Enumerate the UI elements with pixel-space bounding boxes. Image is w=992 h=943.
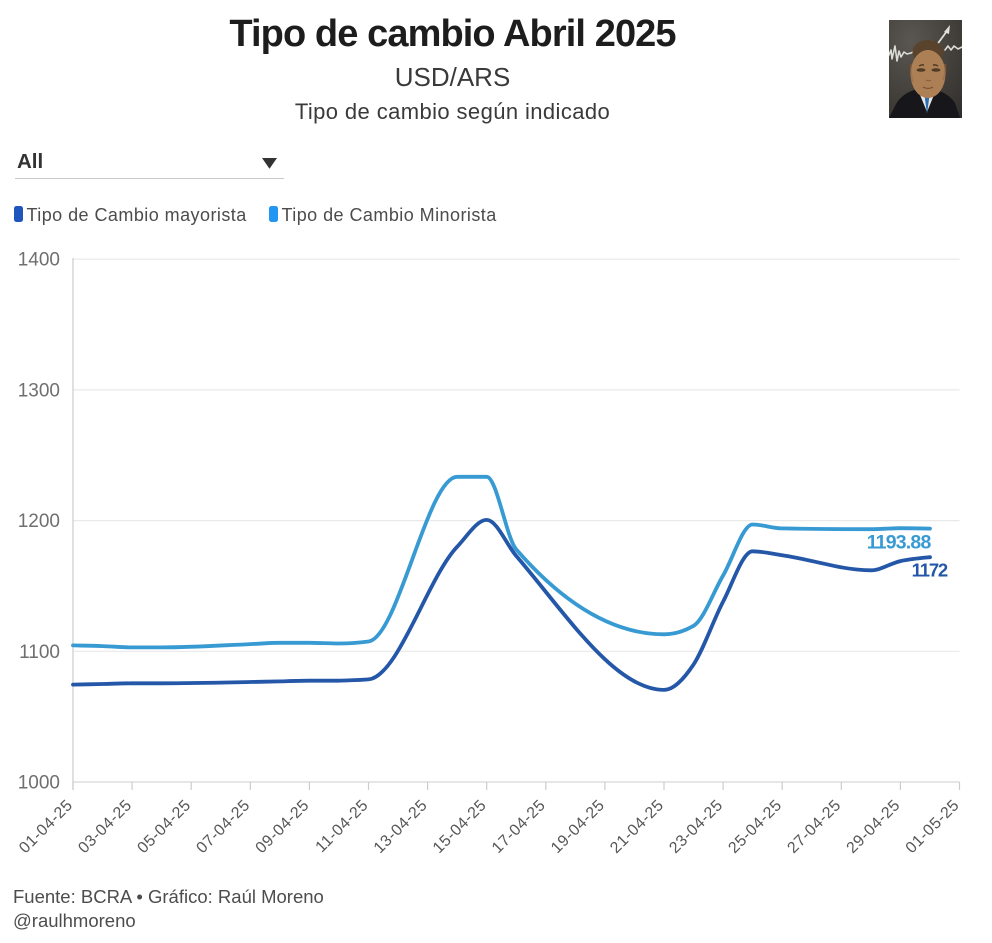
svg-text:29-04-25: 29-04-25 <box>844 797 904 857</box>
svg-text:17-04-25: 17-04-25 <box>489 797 549 857</box>
svg-text:1200: 1200 <box>18 511 60 532</box>
svg-text:07-04-25: 07-04-25 <box>193 797 253 857</box>
svg-text:11-04-25: 11-04-25 <box>313 797 372 856</box>
svg-text:09-04-25: 09-04-25 <box>253 797 313 857</box>
svg-text:03-04-25: 03-04-25 <box>75 797 135 857</box>
svg-text:1100: 1100 <box>19 642 60 663</box>
svg-text:1000: 1000 <box>18 773 60 794</box>
svg-text:1172: 1172 <box>912 560 948 581</box>
svg-text:23-04-25: 23-04-25 <box>666 797 726 857</box>
svg-text:19-04-25: 19-04-25 <box>548 797 608 857</box>
svg-text:1400: 1400 <box>18 250 60 271</box>
svg-text:05-04-25: 05-04-25 <box>134 797 194 857</box>
svg-text:13-04-25: 13-04-25 <box>371 797 431 857</box>
svg-text:21-04-25: 21-04-25 <box>607 797 667 857</box>
svg-text:25-04-25: 25-04-25 <box>725 797 785 857</box>
svg-text:1300: 1300 <box>18 380 60 401</box>
svg-text:01-04-25: 01-04-25 <box>16 797 76 857</box>
svg-text:27-04-25: 27-04-25 <box>784 797 844 857</box>
svg-text:15-04-25: 15-04-25 <box>430 797 490 857</box>
svg-text:1193.88: 1193.88 <box>867 532 932 554</box>
svg-text:01-05-25: 01-05-25 <box>903 797 963 857</box>
